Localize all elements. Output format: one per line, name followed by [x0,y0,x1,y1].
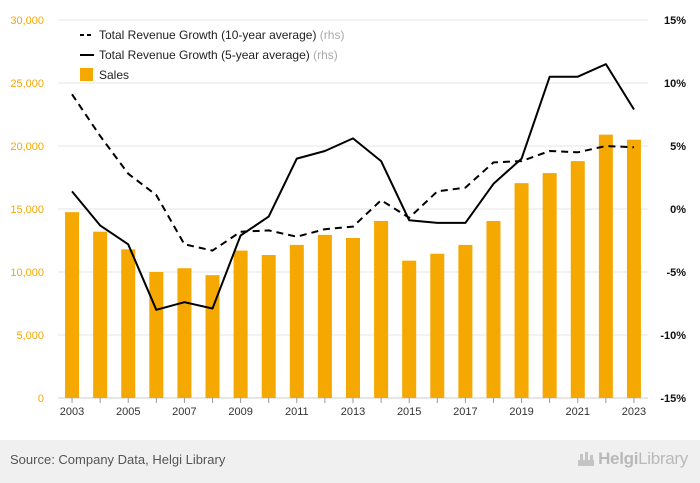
x-tick-label: 2005 [116,406,140,418]
right-tick-label: 5% [670,141,686,153]
sales-bar [205,275,220,398]
sales-bar [233,250,248,398]
left-tick-label: 10,000 [10,267,44,279]
x-axis: 2003 2005 2007 2009 2011 2013 2015 2017 2019 2021… [60,398,646,418]
x-tick-label: 2009 [228,406,252,418]
left-axis: 0 5,000 10,000 15,000 20,000 25,000 30,000 [10,15,44,405]
legend-label: Total Revenue Growth (5-year average) (r… [99,48,338,62]
sales-bar [402,260,417,398]
sales-bar [149,272,164,398]
sales-bar [374,220,389,398]
x-tick-label: 2015 [397,406,421,418]
right-tick-label: 10% [664,78,686,90]
helgi-library-logo: HelgiLibrary [578,449,688,469]
left-tick-label: 0 [38,393,44,405]
library-icon [578,450,595,466]
growth-lines [71,63,635,311]
right-tick-label: -10% [660,330,686,342]
legend-label-text: Total Revenue Growth (5-year average) [99,48,310,62]
sales-bar [486,220,501,398]
chart: 0 5,000 10,000 15,000 20,000 25,000 30,000 -15… [10,15,686,418]
footer: Source: Company Data, Helgi Library Helg… [0,440,700,483]
left-tick-label: 5,000 [16,330,44,342]
sales-bar [346,237,360,398]
sales-bar [458,244,473,398]
right-tick-label: -5% [666,267,686,279]
sales-bars [65,134,641,398]
source-note: Source: Company Data, Helgi Library [10,452,226,467]
legend-swatch [80,68,93,81]
legend-axis-note: (rhs) [316,28,344,42]
growth-10yr-line [71,93,635,252]
x-tick-label: 2007 [172,406,196,418]
x-tick-label: 2021 [566,406,590,418]
sales-bar [177,268,192,398]
sales-bar [598,134,613,398]
right-tick-label: -15% [660,393,686,405]
sales-bar [121,249,136,398]
legend-label: Total Revenue Growth (10-year average) (… [99,28,344,42]
x-tick-label: 2013 [341,406,365,418]
x-tick-label: 2019 [509,406,533,418]
right-axis: -15% -10% -5% 0% 5% 10% 15% [660,15,686,405]
x-tick-label: 2011 [285,406,309,418]
sales-bar [626,139,641,398]
sales-bar [514,183,529,398]
logo-bold-text: Helgi [598,449,639,468]
growth-5yr-line [71,63,635,311]
left-tick-label: 30,000 [10,15,44,27]
logo-light-text: Library [638,449,688,468]
left-tick-label: 25,000 [10,78,44,90]
legend-label-text: Sales [99,68,129,82]
sales-bar [93,231,108,398]
sales-bar [542,173,557,398]
left-tick-label: 20,000 [10,141,44,153]
x-tick-label: 2003 [60,406,84,418]
x-tick-label: 2023 [622,406,646,418]
sales-bar [261,254,276,398]
sales-bar [570,161,585,398]
legend-label-text: Total Revenue Growth (10-year average) [99,28,316,42]
left-tick-label: 15,000 [10,204,44,216]
sales-bar [317,234,332,398]
x-tick-label: 2017 [453,406,477,418]
sales-bar [65,212,80,398]
right-tick-label: 15% [664,15,686,27]
legend: Total Revenue Growth (10-year average) (… [80,28,344,82]
legend-axis-note: (rhs) [310,48,338,62]
legend-label: Sales [99,68,129,82]
sales-bar [289,244,304,398]
right-tick-label: 0% [670,204,686,216]
sales-bar [430,253,445,398]
